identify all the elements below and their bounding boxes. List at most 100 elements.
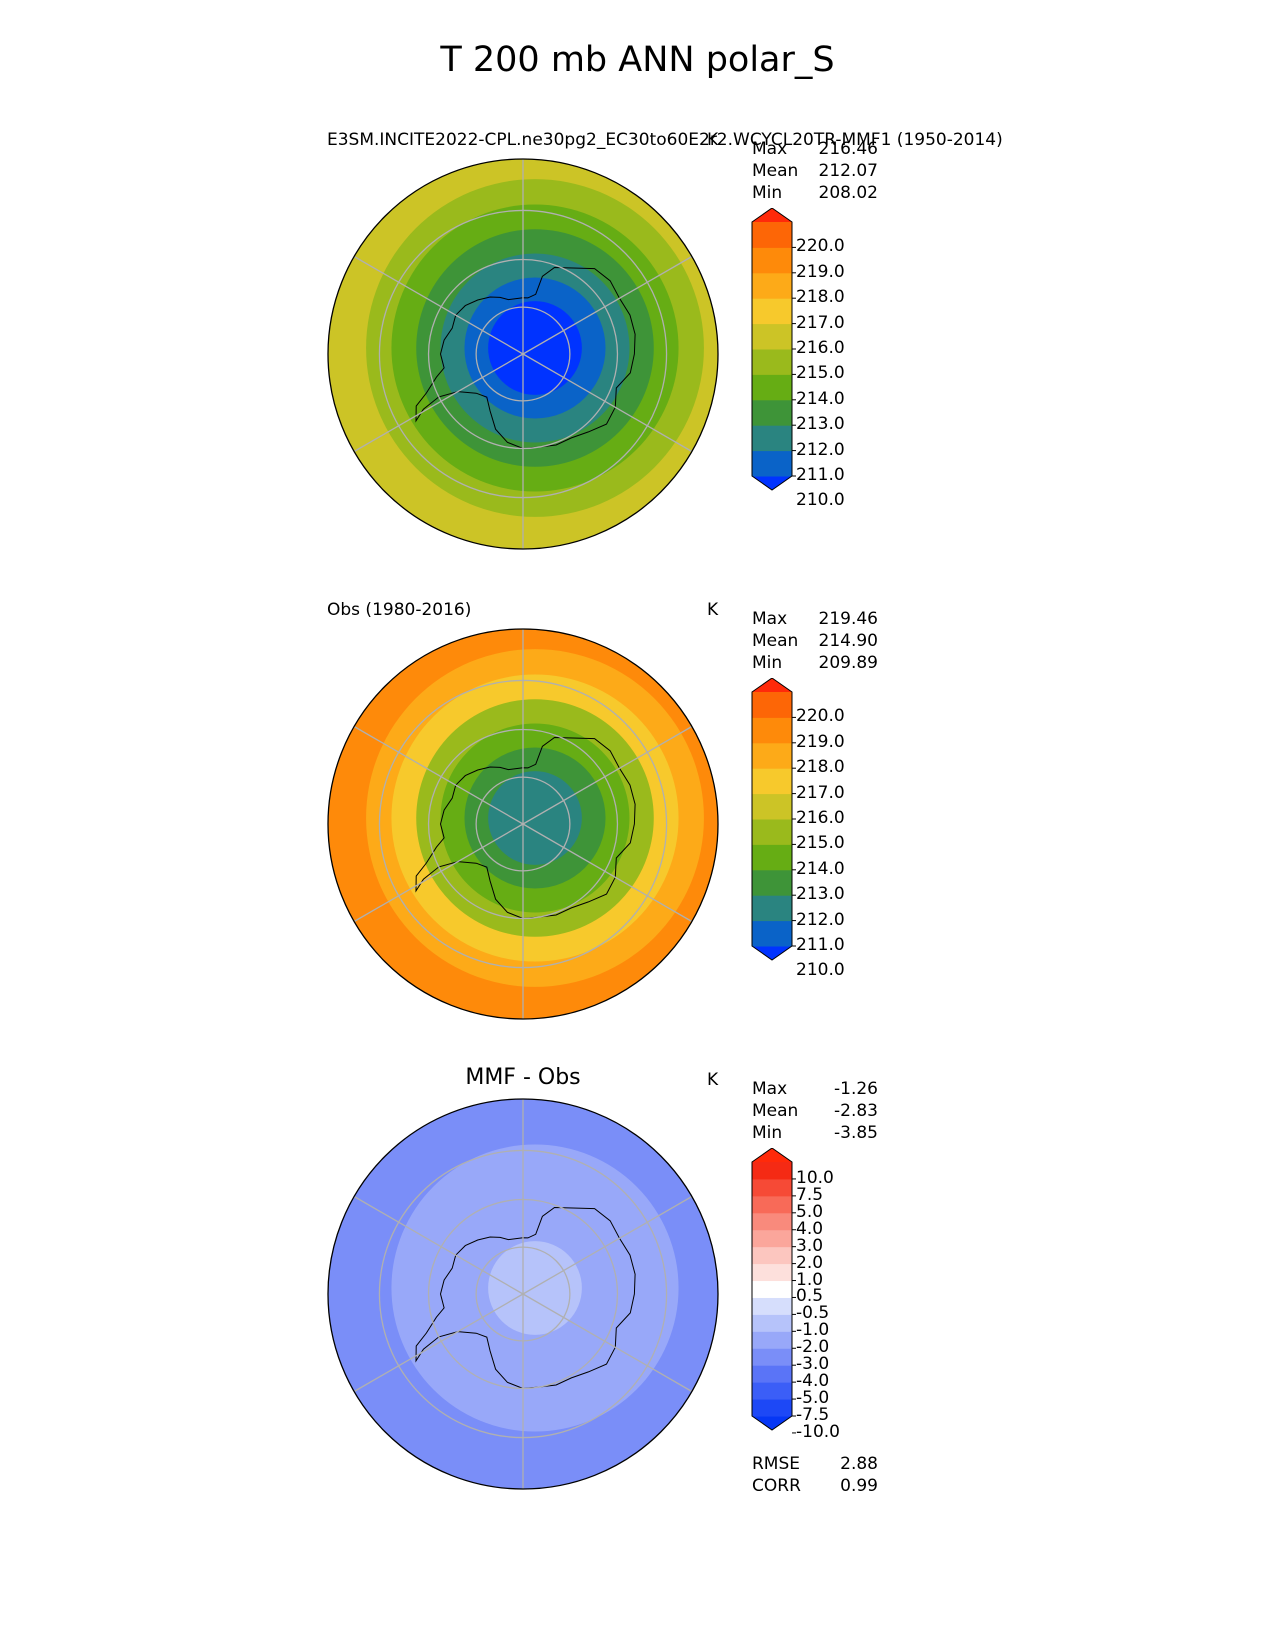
difference-metrics: RMSE 2.88 CORR 0.99 — [752, 1453, 878, 1497]
longitude-gridline — [353, 353, 524, 453]
colorbar-tick-label: 219.0 — [796, 261, 845, 282]
colorbar-tick-label: -3.0 — [796, 1354, 830, 1375]
colorbar-extend-max — [752, 208, 792, 222]
stat-label: Min — [752, 653, 783, 673]
longitude-gridline — [353, 823, 524, 923]
polar-map-reference — [327, 628, 719, 1020]
longitude-gridline — [522, 1195, 693, 1295]
colorbar-tick-label: 210.0 — [796, 960, 845, 981]
colorbar-outline — [751, 1148, 793, 1431]
colorbar-segment — [752, 1365, 792, 1383]
colorbar-segment — [752, 717, 792, 744]
field-contour — [488, 1241, 582, 1335]
panel-3-title: MMF - Obs — [465, 1065, 581, 1090]
stat-value: -1.26 — [834, 1079, 878, 1099]
colorbar-tick-label: -7.5 — [796, 1405, 830, 1425]
colorbar-tick-label: 220.0 — [796, 706, 845, 727]
longitude-gridline — [353, 725, 524, 825]
colorbar-difference — [751, 1148, 796, 1434]
colorbar-extend-min — [752, 476, 792, 490]
colorbar-segment — [752, 895, 792, 922]
stat-label: Mean — [752, 161, 799, 181]
colorbar-tick-label: 218.0 — [796, 287, 845, 308]
colorbar-extend-min — [752, 946, 792, 960]
coastline — [415, 736, 636, 920]
colorbar-tick-label: 216.0 — [796, 338, 845, 358]
metric-value: 2.88 — [840, 1454, 878, 1474]
map-boundary — [327, 158, 719, 550]
map-boundary — [327, 628, 719, 1020]
colorbar-segment — [752, 1348, 792, 1366]
colorbar-segment — [752, 323, 792, 350]
colorbar-segment — [752, 1263, 792, 1282]
colorbar-tick-label: -10.0 — [796, 1421, 840, 1442]
colorbar-tick-label: 0.5 — [796, 1286, 824, 1307]
stat-value: 209.89 — [818, 653, 878, 673]
panel-1-stats: Max 216.46 Mean 212.07 Min 208.02 — [752, 138, 878, 204]
colorbar-segment — [752, 869, 792, 896]
longitude-gridline — [522, 255, 693, 355]
colorbar-segment — [752, 1297, 792, 1315]
colorbar-tick-label: 10.0 — [796, 1167, 834, 1188]
colorbar-tick-label: 219.0 — [796, 731, 845, 752]
colorbar-tick-label: -0.5 — [796, 1303, 830, 1324]
coastline — [415, 266, 636, 450]
colorbar-segment — [752, 1162, 792, 1180]
colorbar-tick-label: -2.0 — [796, 1337, 830, 1358]
stat-value: 212.07 — [818, 161, 878, 181]
panel-2-units: K — [707, 600, 719, 620]
metric-label: CORR — [752, 1476, 801, 1496]
panel-1-title: E3SM.INCITE2022-CPL.ne30pg2_EC30to60E2r2… — [327, 130, 1003, 150]
colorbar-extend-min — [752, 1416, 792, 1430]
colorbar-segment — [752, 1280, 792, 1298]
colorbar-segment — [752, 1178, 792, 1197]
colorbar-segment — [752, 450, 792, 477]
colorbar-segment — [752, 793, 792, 820]
colorbar-segment — [752, 692, 792, 718]
colorbar-segment — [752, 374, 792, 401]
colorbar-tick-label: 3.0 — [796, 1235, 824, 1256]
figure-title: T 200 mb ANN polar_S — [440, 40, 835, 80]
polar-map-difference — [327, 1098, 719, 1490]
longitude-gridline — [353, 255, 524, 355]
colorbar-outline — [751, 208, 793, 491]
colorbar-segment — [752, 1212, 792, 1231]
stat-label: Max — [752, 1079, 788, 1099]
colorbar-tick-label: 2.0 — [796, 1252, 824, 1273]
colorbar-tick-label: -5.0 — [796, 1388, 830, 1409]
colorbar-segment — [752, 1382, 792, 1400]
colorbar-outline — [751, 678, 793, 961]
colorbar-tick-label: 217.0 — [796, 312, 845, 333]
colorbar-segment — [752, 1229, 792, 1248]
colorbar-tick-label: 213.0 — [796, 414, 845, 435]
stat-value: 214.90 — [818, 631, 878, 651]
longitude-gridline — [522, 1293, 693, 1393]
metric-value: 0.99 — [840, 1476, 878, 1496]
colorbar-segment — [752, 920, 792, 947]
field-contour — [488, 771, 582, 865]
colorbar-tick-label: 211.0 — [796, 935, 845, 955]
panel-3-stats: Max -1.26 Mean -2.83 Min -3.85 — [752, 1078, 878, 1144]
colorbar-segment — [752, 1399, 792, 1417]
colorbar-test — [751, 208, 796, 491]
stat-label: Mean — [752, 631, 799, 651]
colorbar-tick-label: 214.0 — [796, 858, 845, 879]
colorbar-tick-label: 210.0 — [796, 490, 845, 511]
colorbar-segment — [752, 425, 792, 452]
colorbar-tick-label: 212.0 — [796, 439, 845, 460]
colorbar-extend-max — [752, 678, 792, 692]
stat-label: Mean — [752, 1101, 799, 1121]
colorbar-segment — [752, 844, 792, 871]
colorbar-tick-label: 5.0 — [796, 1201, 824, 1222]
panel-1-units: K — [707, 130, 719, 150]
polar-map-test — [327, 158, 719, 550]
longitude-gridline — [522, 353, 693, 453]
colorbar-tick-label: 213.0 — [796, 884, 845, 905]
colorbar-segment — [752, 247, 792, 274]
stat-label: Min — [752, 1123, 783, 1143]
colorbar-tick-label: 218.0 — [796, 757, 845, 778]
colorbar-reference — [751, 678, 796, 961]
metric-label: RMSE — [752, 1454, 801, 1474]
colorbar-segment — [752, 349, 792, 375]
colorbar-segment — [752, 399, 792, 426]
